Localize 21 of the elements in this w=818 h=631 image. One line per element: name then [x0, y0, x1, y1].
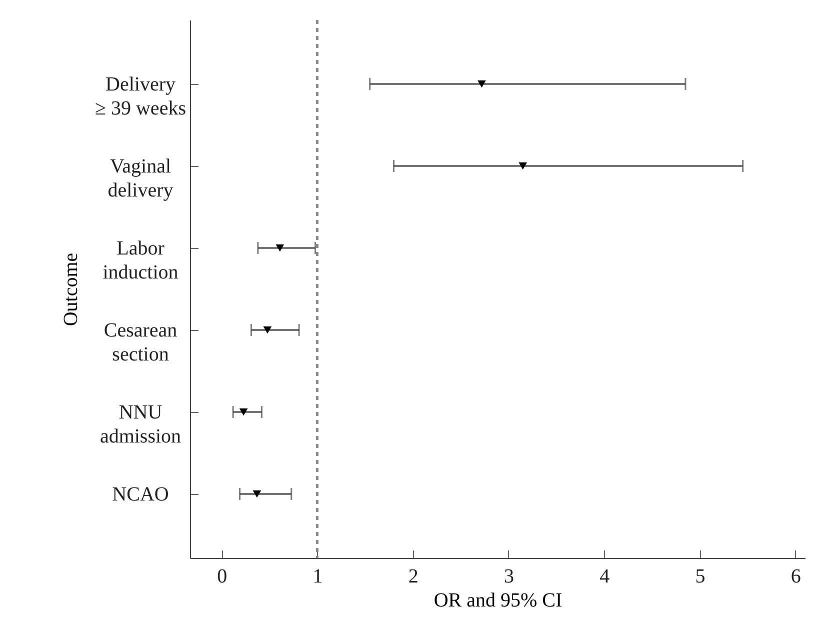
point: [478, 80, 486, 88]
y-tick-label: Labor induction: [102, 237, 178, 284]
y-tick-label: Delivery ≥ 39 weeks: [95, 73, 186, 120]
point: [276, 244, 284, 252]
y-tick-label: Cesarean section: [104, 320, 178, 366]
y-tick-label: Vaginal delivery: [108, 155, 174, 202]
point: [239, 408, 248, 416]
point: [252, 490, 262, 498]
x-tick-label: 0: [217, 566, 228, 588]
y-axis-title: Outcome: [60, 252, 82, 326]
point: [518, 162, 528, 170]
y-tick-label: NCAO: [112, 484, 169, 506]
x-tick-label: 1: [312, 566, 323, 588]
x-tick-label: 2: [408, 566, 418, 588]
y-tick-label: NNU admission: [100, 402, 182, 448]
point: [263, 326, 272, 334]
x-axis-title: OR and 95% CI: [434, 590, 562, 612]
x-tick-label: 3: [504, 566, 514, 588]
x-tick-label: 5: [695, 566, 706, 588]
x-tick-label: 4: [600, 566, 610, 588]
x-tick-label: 6: [790, 566, 801, 588]
